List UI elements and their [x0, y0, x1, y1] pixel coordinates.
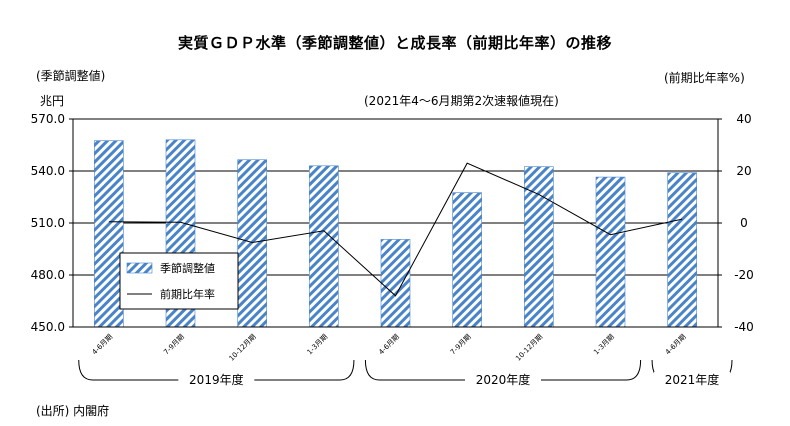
left-tick-label: 540.0: [31, 164, 65, 178]
x-tick-label: 1-3月期: [592, 333, 616, 357]
bar-季節調整値: [524, 166, 554, 328]
legend-line-label: 前期比年率: [160, 287, 215, 301]
year-label: 2020年度: [476, 372, 531, 387]
year-label: 2019年度: [189, 372, 244, 387]
chart-title: 実質ＧＤＰ水準（季節調整値）と成長率（前期比年率）の推移: [177, 34, 612, 52]
right-tick-label: 20: [736, 164, 751, 178]
legend-bar-swatch: [126, 262, 153, 274]
right-tick-label: 40: [736, 112, 751, 126]
x-tick-label: 4-6月期: [91, 333, 115, 357]
bar-季節調整値: [237, 159, 267, 328]
x-tick-label: 4-6月期: [377, 333, 401, 357]
bar-季節調整値: [452, 192, 482, 328]
year-label-bg: [654, 372, 731, 388]
year-label: 2021年度: [665, 372, 720, 387]
year-label-bg: [178, 372, 255, 388]
left-axis-caption: (季節調整値): [36, 69, 106, 83]
left-axis-unit: 兆円: [40, 94, 65, 108]
x-tick-label: 7-9月期: [162, 333, 186, 357]
bar-季節調整値: [667, 172, 697, 328]
x-tick-label: 7-9月期: [449, 333, 473, 357]
right-tick-label: -20: [734, 268, 754, 282]
legend-box: [119, 252, 239, 310]
left-tick-label: 450.0: [31, 320, 65, 334]
bar-季節調整値: [309, 165, 339, 328]
bar-季節調整値: [380, 239, 411, 328]
date-note: (2021年4～6月期第2次速報値現在): [364, 94, 559, 108]
left-tick-label: 480.0: [31, 268, 65, 282]
bar-季節調整値: [94, 140, 124, 328]
x-tick-label: 10-12月期: [514, 333, 544, 363]
legend-bar-label: 季節調整値: [160, 261, 215, 275]
right-tick-label: 0: [740, 216, 748, 230]
x-tick-label: 10-12月期: [228, 333, 258, 363]
x-tick-label: 1-3月期: [306, 333, 330, 357]
x-tick-label: 4-6月期: [664, 333, 688, 357]
right-tick-label: -40: [734, 320, 754, 334]
bar-季節調整値: [595, 176, 626, 328]
source-note: (出所) 内閣府: [36, 404, 110, 418]
left-tick-label: 510.0: [31, 216, 65, 230]
right-axis-caption: (前期比年率%): [664, 71, 745, 85]
left-tick-label: 570.0: [31, 112, 65, 126]
year-label-bg: [465, 372, 541, 388]
